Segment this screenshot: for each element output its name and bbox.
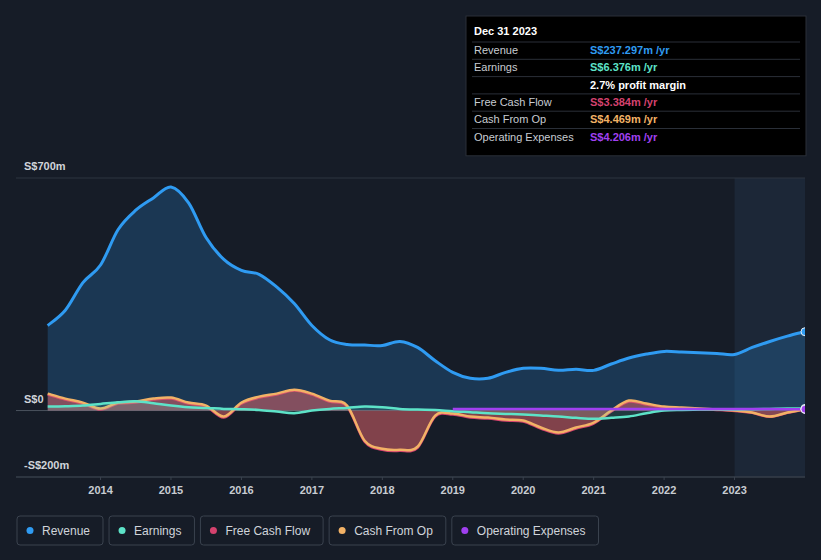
end-dot (801, 328, 805, 336)
plot-area (48, 187, 805, 451)
legend-box (452, 516, 599, 545)
x-axis-line (16, 477, 805, 478)
chart: -S$200m S$0 S$700m 2014 2015 2016 2017 2018 2019… (0, 0, 821, 560)
grid-line (16, 477, 805, 478)
tooltip-separator (472, 111, 800, 112)
x-tick (241, 477, 242, 480)
legend-box (17, 516, 103, 545)
x-tick-label: 2019 (441, 484, 465, 496)
x-tick (452, 477, 453, 480)
legend-swatch (27, 527, 34, 534)
legend: Revenue Earnings Free Cash Flow Cash From O… (17, 516, 599, 545)
x-tick (382, 477, 383, 480)
legend-swatch (339, 527, 346, 534)
series-area (48, 391, 805, 452)
x-tick-label: 2017 (300, 484, 324, 496)
legend-label: Operating Expenses (477, 524, 586, 538)
x-tick (523, 477, 524, 480)
x-tick (100, 477, 101, 480)
legend-label: Earnings (134, 524, 181, 538)
x-tick-label: 2020 (511, 484, 535, 496)
end-dot (801, 405, 805, 413)
legend-swatch (210, 527, 217, 534)
legend-box (109, 516, 194, 545)
tooltip-value: S$6.376m /yr (590, 61, 658, 73)
x-tick-label: 2023 (722, 484, 746, 496)
background (0, 0, 821, 560)
x-tick (593, 477, 594, 480)
legend-label: Cash From Op (354, 524, 433, 538)
end-dot (801, 404, 805, 412)
tooltip-value: S$237.297m /yr (590, 44, 670, 56)
legend-swatch (119, 527, 126, 534)
end-dot (801, 405, 805, 413)
series-area (453, 409, 805, 411)
tooltip-label: Operating Expenses (474, 131, 574, 143)
legend-box (200, 516, 323, 545)
tooltip-separator (472, 93, 800, 94)
legend-item: Free Cash Flow (200, 516, 323, 545)
highlight-region (735, 178, 805, 477)
legend-swatch (461, 527, 468, 534)
legend-item: Cash From Op (329, 516, 446, 545)
tooltip-label: Earnings (474, 61, 518, 73)
legend-label: Revenue (42, 524, 90, 538)
tooltip-separator (472, 76, 800, 77)
x-tick (170, 477, 171, 480)
x-tick-label: 2014 (88, 484, 113, 496)
tooltip-title: Dec 31 2023 (474, 25, 537, 37)
end-dot (801, 405, 805, 413)
series-line (48, 391, 805, 452)
legend-label: Free Cash Flow (225, 524, 310, 538)
legend-item: Operating Expenses (452, 516, 599, 545)
y-tick-label: S$700m (24, 160, 66, 172)
legend-box (329, 516, 446, 545)
x-tick-label: 2022 (652, 484, 676, 496)
x-tick (664, 477, 665, 480)
grid-line (16, 178, 805, 179)
series-line (48, 390, 805, 451)
series-area (48, 390, 805, 451)
tooltip-value: S$4.469m /yr (590, 113, 658, 125)
tooltip-separator (472, 59, 800, 60)
series-area (48, 187, 805, 411)
legend-item: Revenue (17, 516, 103, 545)
tooltip-box (466, 16, 806, 156)
x-tick (734, 477, 735, 480)
y-tick-label: -S$200m (24, 459, 69, 471)
tooltip-value: S$3.384m /yr (590, 96, 658, 108)
tooltip-label: Revenue (474, 44, 518, 56)
series-area (48, 401, 805, 419)
legend-item: Earnings (109, 516, 194, 545)
tooltip-separator (472, 42, 800, 43)
x-tick (311, 477, 312, 480)
series-line (453, 408, 805, 411)
tooltip-label: Cash From Op (474, 113, 546, 125)
series-line (48, 187, 805, 379)
x-tick-label: 2018 (370, 484, 394, 496)
x-tick-label: 2021 (581, 484, 605, 496)
tooltip-label: Free Cash Flow (474, 96, 552, 108)
tooltip-separator (472, 128, 800, 129)
tooltip: Dec 31 2023 Revenue S$237.297m /yr Earnings… (466, 16, 806, 156)
x-tick-label: 2016 (229, 484, 253, 496)
series-line (48, 401, 805, 419)
y-tick-label: S$0 (24, 393, 44, 405)
tooltip-value: 2.7% profit margin (590, 79, 686, 91)
tooltip-value: S$4.206m /yr (590, 131, 658, 143)
x-tick-label: 2015 (159, 484, 183, 496)
